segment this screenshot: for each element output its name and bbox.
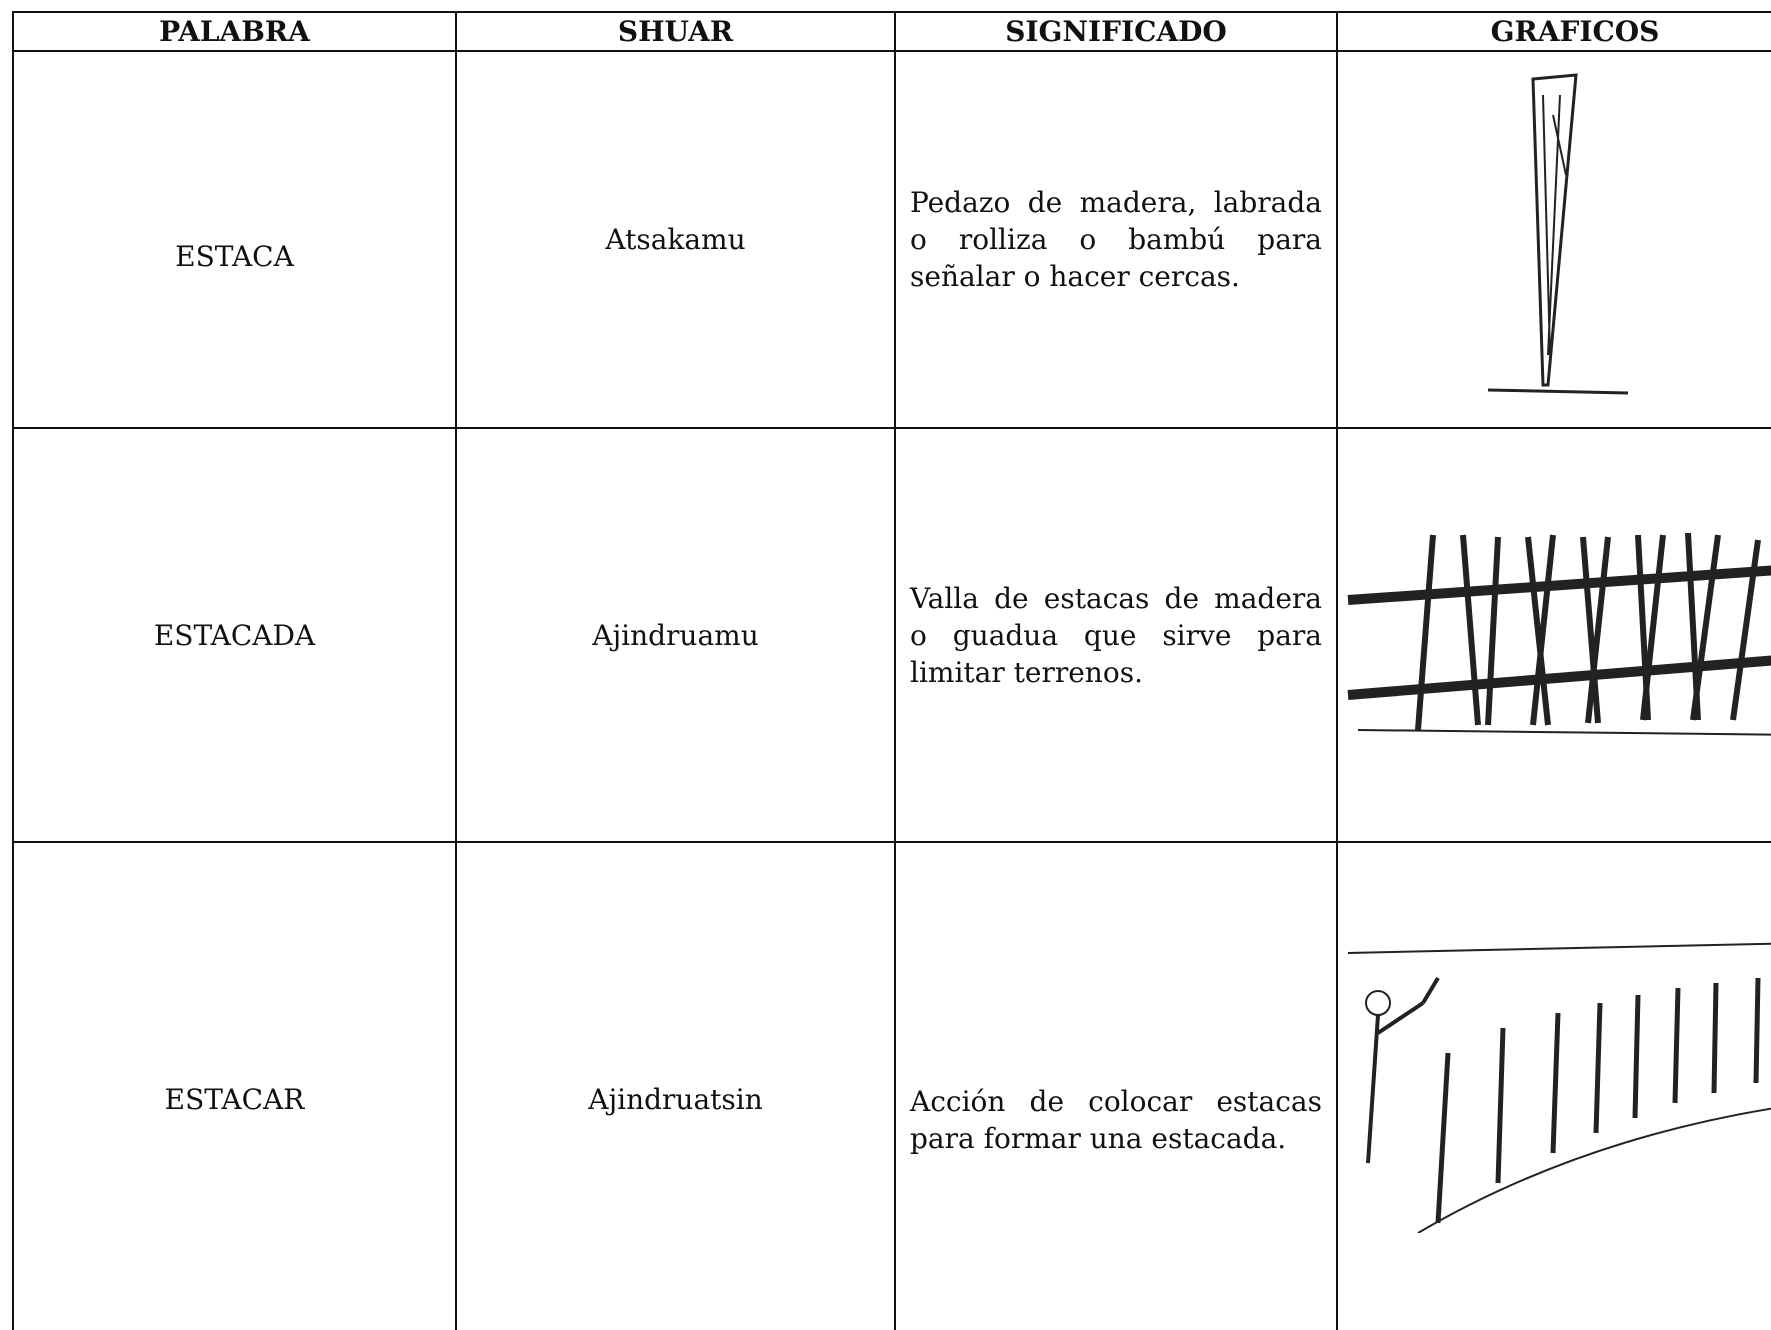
header-cell: SIGNIFICADO: [894, 11, 1338, 52]
shuar-word: Atsakamu: [455, 50, 896, 429]
graphic-cell: [1336, 841, 1771, 1330]
header-cell: GRAFICOS: [1336, 11, 1771, 52]
graphic-cell: [1336, 427, 1771, 843]
stake-drawing: [1487, 72, 1629, 394]
row: ESTACAR Ajindruatsin Acción de colocar e…: [12, 841, 1771, 1330]
header-cell: SHUAR: [455, 11, 896, 52]
row: ESTACA Atsakamu Pedazo de madera, labrad…: [12, 50, 1771, 429]
row: ESTACADA Ajindruamu Valla de estacas de …: [12, 427, 1771, 843]
fence-drawing: [1347, 532, 1771, 736]
shuar-word: Ajindruamu: [455, 427, 896, 843]
meaning: Acción de colocar estacas para formar un…: [894, 841, 1338, 1330]
header-cell: PALABRA: [12, 11, 457, 52]
vocabulary-table: PALABRA SHUAR SIGNIFICADO GRAFICOS ESTAC…: [12, 11, 1771, 1330]
meaning: Pedazo de madera, labrada o rolliza o ba…: [894, 50, 1338, 429]
staking-drawing: [1347, 942, 1771, 1233]
header-row: PALABRA SHUAR SIGNIFICADO GRAFICOS: [12, 11, 1771, 52]
word: ESTACAR: [12, 841, 457, 1330]
word: ESTACADA: [12, 427, 457, 843]
graphic-cell: [1336, 50, 1771, 429]
shuar-word: Ajindruatsin: [455, 841, 896, 1330]
word: ESTACA: [12, 50, 457, 429]
meaning: Valla de estacas de madera o guadua que …: [894, 427, 1338, 843]
